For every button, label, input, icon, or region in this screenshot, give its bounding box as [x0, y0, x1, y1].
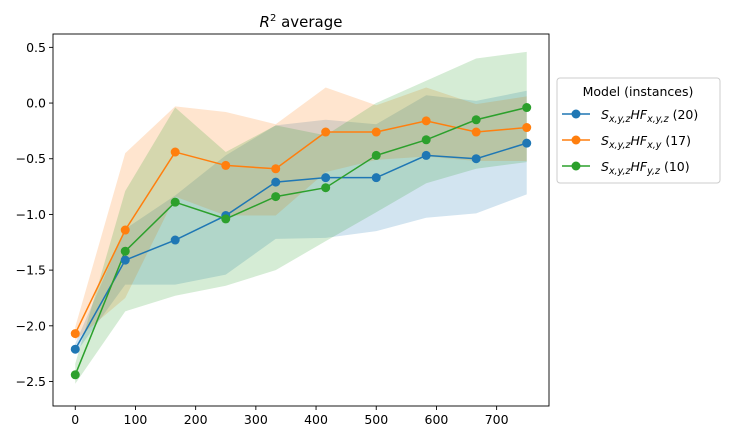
- point-series-1-7: [421, 116, 431, 126]
- point-series-1-3: [221, 160, 231, 170]
- chart-title: R2 average: [260, 13, 343, 31]
- point-series-2-2: [170, 197, 180, 207]
- point-series-0-5: [321, 173, 331, 183]
- point-series-1-9: [522, 123, 532, 133]
- y-tick-label-0: −2.5: [16, 374, 46, 389]
- point-series-0-0: [70, 344, 80, 354]
- legend-label-1: Sx,y,zHFx,y (17): [601, 133, 691, 151]
- point-series-0-9: [522, 138, 532, 148]
- x-axis: 0 100 200 300 400 500 600 700: [71, 406, 509, 427]
- x-tick-label-4: 400: [304, 412, 328, 427]
- point-series-2-4: [271, 192, 281, 202]
- x-tick-label-6: 600: [425, 412, 449, 427]
- point-series-1-6: [371, 127, 381, 137]
- point-series-2-7: [421, 135, 431, 145]
- point-series-2-9: [522, 103, 532, 113]
- y-tick-label-6: 0.5: [26, 40, 46, 55]
- legend-label-0: Sx,y,zHFx,y,z (20): [601, 107, 698, 125]
- x-tick-label-0: 0: [71, 412, 79, 427]
- point-series-1-2: [170, 147, 180, 157]
- line-series-0: [74, 142, 527, 350]
- y-tick-label-4: −0.5: [16, 151, 46, 166]
- point-series-0-8: [471, 154, 481, 164]
- band-series-0: [75, 90, 527, 354]
- point-series-0-1: [120, 255, 130, 265]
- point-series-2-3: [221, 214, 231, 224]
- x-tick-label-7: 700: [485, 412, 509, 427]
- point-series-0-2: [170, 235, 180, 245]
- legend-marker-2: [571, 161, 581, 171]
- point-series-2-6: [371, 150, 381, 160]
- point-series-0-7: [421, 150, 431, 160]
- plot-area: [52, 33, 550, 407]
- band-series-2: [75, 51, 527, 384]
- line-series-2: [74, 106, 527, 376]
- point-series-0-6: [371, 173, 381, 183]
- point-series-2-0: [70, 370, 80, 380]
- legend-label-2: Sx,y,zHFy,z (10): [601, 159, 690, 177]
- point-series-2-1: [120, 246, 130, 256]
- series-points: [70, 103, 532, 380]
- x-tick-label-1: 100: [124, 412, 148, 427]
- point-series-1-8: [471, 127, 481, 137]
- line-series-1: [74, 120, 527, 334]
- legend-marker-0: [571, 109, 581, 119]
- legend-title: Model (instances): [583, 84, 694, 99]
- point-series-2-5: [321, 183, 331, 193]
- x-tick-label-5: 500: [364, 412, 388, 427]
- confidence-bands: [75, 51, 527, 384]
- band-series-1: [75, 87, 527, 341]
- y-tick-label-2: −1.5: [16, 263, 46, 278]
- x-tick-label-3: 300: [244, 412, 268, 427]
- y-tick-label-1: −2.0: [16, 318, 46, 333]
- y-tick-label-3: −1.0: [16, 207, 46, 222]
- point-series-1-5: [321, 127, 331, 137]
- y-axis: −2.5 −2.0 −1.5 −1.0 −0.5 0.0 0.5: [16, 40, 53, 389]
- point-series-1-4: [271, 164, 281, 174]
- y-tick-label-5: 0.0: [26, 96, 46, 111]
- point-series-2-8: [471, 115, 481, 125]
- legend: Model (instances) Sx,y,zHFx,y,z (20) Sx,…: [556, 77, 721, 184]
- point-series-0-4: [271, 177, 281, 187]
- legend-frame: [556, 77, 721, 184]
- axes-frame: [52, 33, 550, 407]
- legend-marker-1: [571, 135, 581, 145]
- series-lines: [74, 106, 527, 376]
- point-series-1-1: [120, 225, 130, 235]
- point-series-1-0: [70, 329, 80, 339]
- x-tick-label-2: 200: [184, 412, 208, 427]
